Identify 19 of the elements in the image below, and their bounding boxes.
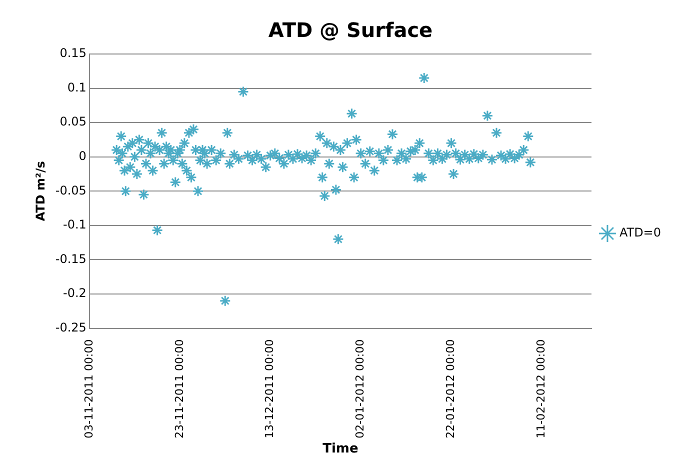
y-tick-label: -0.05 <box>55 183 86 198</box>
x-tick-label: 23-11-2011 00:00 <box>172 339 186 438</box>
y-tick-label: -0.2 <box>63 286 86 300</box>
y-tick-label: -0.25 <box>55 320 86 334</box>
y-tick-label: 0.1 <box>67 80 86 94</box>
chart-title: ATD @ Surface <box>268 18 433 42</box>
x-tick-label: 11-02-2012 00:00 <box>534 339 548 438</box>
x-tick-label: 03-11-2011 00:00 <box>82 339 96 438</box>
x-axis-title: Time <box>322 442 358 457</box>
y-tick-label: 0.15 <box>60 46 86 60</box>
x-tick-label: 02-01-2012 00:00 <box>354 339 367 438</box>
y-axis-title: ATD m²/s <box>33 161 48 222</box>
x-tick-label: 22-01-2012 00:00 <box>444 339 458 438</box>
y-tick-label: 0.05 <box>60 114 86 129</box>
y-tick-label: -0.15 <box>55 252 86 266</box>
y-tick-label: 0 <box>78 148 86 163</box>
legend-label: ATD=0 <box>619 226 662 240</box>
y-tick-label: -0.1 <box>63 218 86 232</box>
x-tick-label: 13-12-2011 00:00 <box>263 339 276 438</box>
